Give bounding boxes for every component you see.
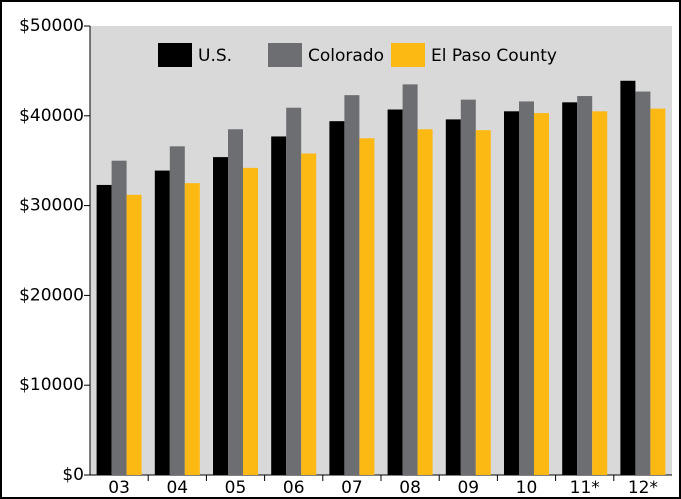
bar [213,157,228,475]
bar [650,108,666,475]
y-tick-label: $50000 [19,16,84,36]
x-tick-label: 07 [341,478,363,498]
bar [519,101,534,475]
bar [329,121,345,476]
y-tick-label: $0 [62,465,84,485]
y-tick-label: $10000 [19,375,84,395]
bar [286,107,302,475]
bar [620,80,636,475]
x-tick-label: 12* [628,478,658,498]
bar [111,160,127,475]
bar [96,184,112,476]
legend-swatch [391,43,425,67]
legend-label: U.S. [198,46,232,66]
legend-swatch [158,43,192,67]
x-tick-label: 03 [108,478,130,498]
x-tick-label: 10 [516,478,538,498]
x-tick-label: 05 [225,478,247,498]
bar [562,102,578,475]
bar [445,119,461,475]
x-tick-label: 08 [399,478,421,498]
legend-swatch [268,43,302,67]
bar [154,170,170,475]
bar [243,167,258,475]
x-tick-label: 06 [283,478,305,498]
bar [577,96,593,475]
bar [635,91,651,475]
bar [534,113,549,475]
bar [359,138,375,475]
x-tick-label: 11* [570,478,600,498]
y-tick-label: $30000 [19,196,84,216]
bar [126,194,142,475]
x-tick-label: 04 [166,478,188,498]
bar [301,153,317,476]
bar [460,99,476,476]
bar [387,109,403,475]
bar [504,111,519,475]
bar [592,111,608,475]
bar [271,136,287,476]
legend-label: El Paso County [431,46,557,66]
bar [344,95,360,476]
legend-label: Colorado [308,46,384,66]
x-tick-label: 09 [457,478,479,498]
bar [402,84,418,476]
y-tick-label: $40000 [19,106,84,126]
y-tick-label: $20000 [19,285,84,305]
bar [417,129,433,475]
bar [475,130,491,475]
bar [169,146,185,475]
bar [228,129,243,475]
bar [184,183,200,475]
